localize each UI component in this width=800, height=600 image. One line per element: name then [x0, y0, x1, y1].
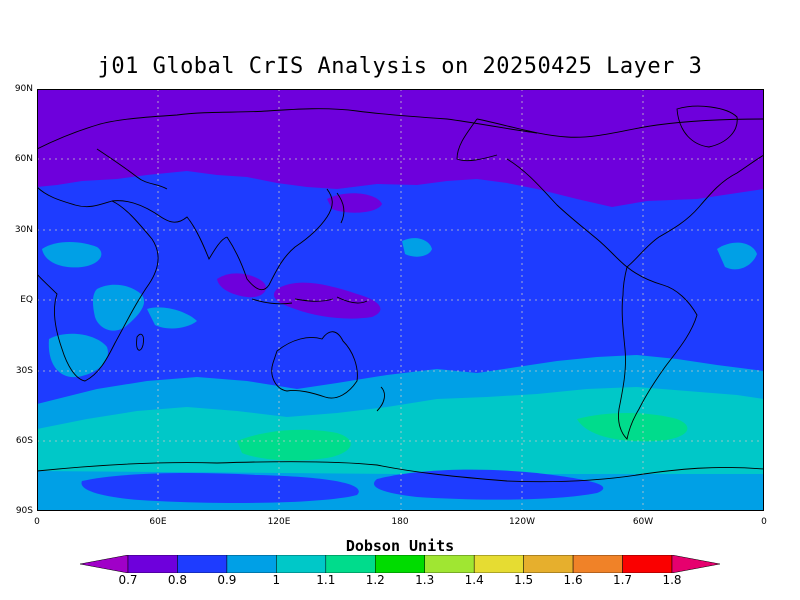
field-north-violet — [37, 89, 764, 207]
colorbar-swatch — [80, 555, 129, 573]
field-southern-seagreen — [237, 429, 351, 461]
colorbar-tick-label: 1.4 — [464, 573, 484, 587]
coastlines — [37, 105, 764, 483]
colorbar-tick-label: 1.8 — [662, 573, 682, 587]
colorbar — [80, 555, 720, 573]
lon-label: 120W — [508, 517, 536, 527]
colorbar-swatch — [473, 555, 524, 573]
field-lightblue-atlantic — [42, 242, 102, 268]
lat-label: 90N — [14, 84, 33, 94]
lat-label: 90S — [15, 506, 33, 516]
map-gridlines — [37, 89, 764, 511]
lat-label: 60S — [15, 436, 33, 446]
field-southern-cyan-band — [37, 387, 764, 474]
lat-label: 30N — [14, 225, 33, 235]
lat-label: EQ — [20, 295, 33, 305]
field-antarctic-blue — [81, 473, 359, 503]
field-antarctic-blue-2 — [373, 469, 604, 500]
map-title: j01 Global CrIS Analysis on 20250425 Lay… — [97, 54, 703, 79]
colorbar-tick-label: 0.9 — [217, 573, 237, 587]
colorbar-swatch — [325, 555, 376, 573]
colorbar-tick-label: 1.6 — [563, 573, 583, 587]
field-seagreen-atlantic — [577, 413, 688, 442]
field-lightblue-africa-south — [48, 333, 108, 378]
colorbar-tick-label: 1 — [272, 573, 281, 587]
colorbar-swatch — [226, 555, 277, 573]
colorbar-tick-label: 1.7 — [612, 573, 633, 587]
ozone-field-map — [37, 89, 764, 511]
lon-label: 120E — [267, 517, 291, 527]
field-lightblue-indian — [147, 307, 197, 329]
field-lightblue-africa — [92, 284, 145, 331]
colorbar-tick-label: 1.5 — [514, 573, 534, 587]
colorbar-tick-label: 1.1 — [316, 573, 336, 587]
colorbar-swatch — [127, 555, 178, 573]
colorbar-tick-label: 0.7 — [118, 573, 138, 587]
lon-label: 180 — [391, 517, 409, 527]
field-tropical-violet-1 — [217, 273, 267, 298]
lon-label: 60E — [149, 517, 167, 527]
lon-label: 60W — [632, 517, 654, 527]
colorbar-swatch — [523, 555, 574, 573]
colorbar-swatch — [177, 555, 228, 573]
map-panel — [37, 89, 764, 511]
colorbar-units-label: Dobson Units — [345, 537, 455, 555]
colorbar-tick-label: 1.3 — [415, 573, 435, 587]
colorbar-tick-label: 1.2 — [365, 573, 385, 587]
lat-label: 30S — [15, 366, 33, 376]
colorbar-swatch — [375, 555, 425, 573]
field-lightblue-pacific — [402, 238, 432, 257]
colorbar-swatch — [424, 555, 475, 573]
field-lightblue-atl-east — [717, 242, 757, 270]
colorbar-swatch — [572, 555, 623, 573]
colorbar-swatch — [276, 555, 327, 573]
lat-label: 60N — [14, 154, 33, 164]
lon-label: 0 — [761, 517, 767, 527]
colorbar-swatch — [671, 555, 720, 573]
colorbar-tick-label: 0.8 — [167, 573, 187, 587]
colorbar-swatch — [622, 555, 673, 573]
lon-label: 0 — [34, 517, 40, 527]
map-frame — [37, 89, 764, 511]
